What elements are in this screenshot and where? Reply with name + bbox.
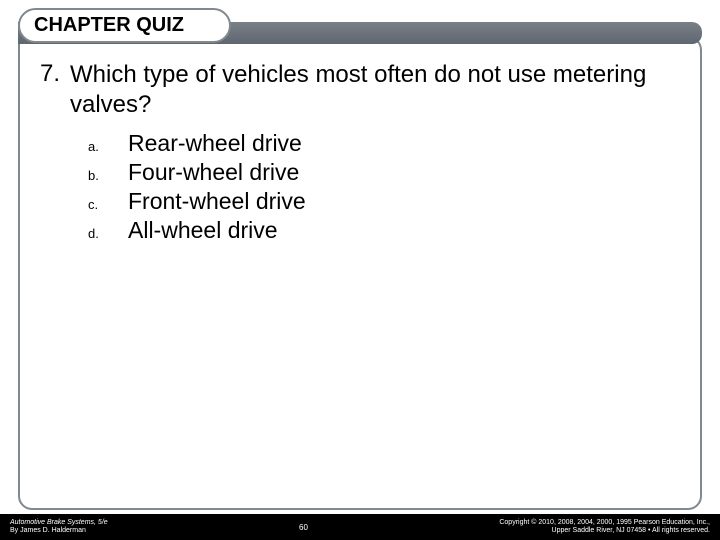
book-title: Automotive Brake Systems, 5/e [10,519,108,527]
footer-right: Copyright © 2010, 2008, 2004, 2000, 1995… [499,519,710,536]
copyright-line-1: Copyright © 2010, 2008, 2004, 2000, 1995… [499,519,710,527]
page-number: 60 [108,523,500,532]
book-author: By James D. Halderman [10,527,108,535]
option-c: c. Front-wheel drive [88,188,680,215]
options-list: a. Rear-wheel drive b. Four-wheel drive … [88,130,680,244]
option-text: Four-wheel drive [128,159,299,186]
footer-bar: Automotive Brake Systems, 5/e By James D… [0,514,720,540]
option-d: d. All-wheel drive [88,217,680,244]
question-row: 7. Which type of vehicles most often do … [40,60,680,120]
option-text: All-wheel drive [128,217,278,244]
header-region: CHAPTER QUIZ [18,8,702,46]
question-number: 7. [40,60,70,88]
option-letter: a. [88,139,128,154]
option-text: Rear-wheel drive [128,130,302,157]
footer-left: Automotive Brake Systems, 5/e By James D… [10,519,108,536]
copyright-line-2: Upper Saddle River, NJ 07458 • All right… [499,527,710,535]
question-text: Which type of vehicles most often do not… [70,60,680,120]
option-a: a. Rear-wheel drive [88,130,680,157]
content-frame: 7. Which type of vehicles most often do … [18,36,702,510]
chapter-title: CHAPTER QUIZ [18,8,231,43]
option-letter: d. [88,226,128,241]
option-text: Front-wheel drive [128,188,306,215]
option-letter: b. [88,168,128,183]
option-letter: c. [88,197,128,212]
option-b: b. Four-wheel drive [88,159,680,186]
